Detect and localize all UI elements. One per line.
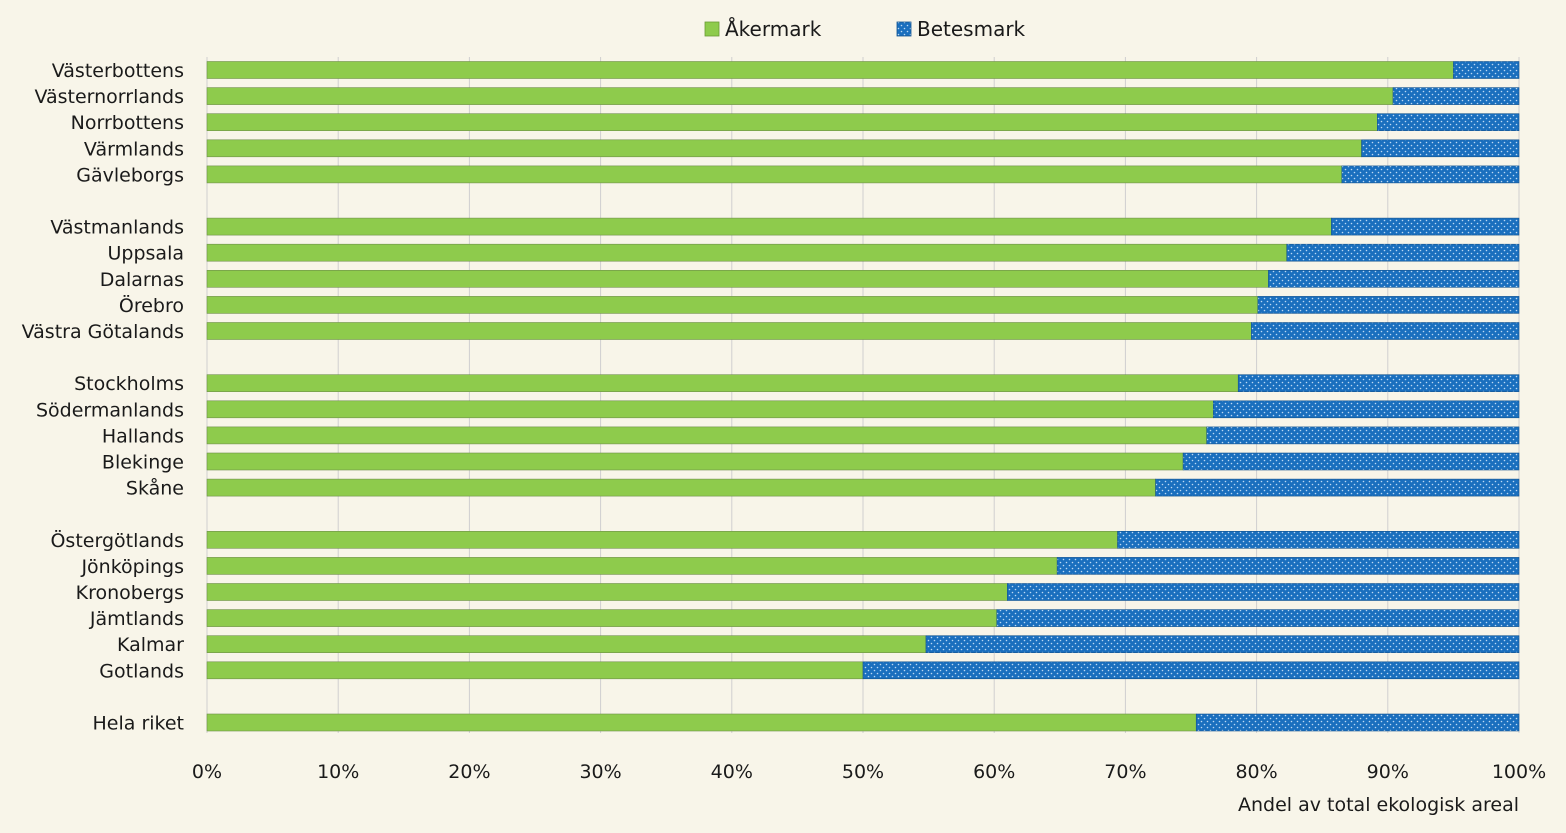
bar-akermark	[206, 400, 1214, 419]
category-labels: Västerbottens Västernorrlands Norrbottens V…	[22, 60, 185, 735]
category-label: Dalarnas	[100, 269, 184, 291]
bar-betesmark	[1155, 478, 1520, 497]
category-label: Jämtlands	[89, 608, 184, 630]
category-label: Gotlands	[99, 660, 184, 682]
bar-akermark	[206, 426, 1208, 445]
bar-betesmark	[1182, 452, 1520, 471]
bar-betesmark	[1392, 87, 1520, 105]
bar-betesmark	[1257, 296, 1520, 314]
bar-akermark	[206, 635, 927, 654]
bar-akermark	[206, 661, 864, 680]
category-label: Kalmar	[117, 634, 184, 656]
legend-swatch-akermark	[704, 21, 720, 37]
bar-akermark	[206, 61, 1454, 79]
category-label: Uppsala	[108, 243, 185, 265]
category-label: Hallands	[102, 425, 184, 447]
legend: Åkermark Betesmark	[704, 17, 1026, 41]
category-label: Södermanlands	[36, 399, 184, 421]
x-tick-label: 40%	[711, 761, 753, 783]
x-tick-label: 50%	[842, 761, 884, 783]
category-label: Värmlands	[84, 138, 184, 160]
x-tick-label: 20%	[448, 761, 490, 783]
gridlines	[206, 57, 1520, 733]
x-tick-label: 70%	[1104, 761, 1146, 783]
bars	[206, 61, 1520, 732]
bar-akermark	[206, 296, 1259, 314]
x-tick-label: 30%	[579, 761, 621, 783]
bar-akermark	[206, 713, 1197, 732]
bar-betesmark	[1056, 557, 1520, 575]
bar-akermark	[206, 530, 1118, 549]
bar-akermark	[206, 139, 1362, 158]
bar-akermark	[206, 478, 1156, 497]
bar-betesmark	[1341, 165, 1520, 184]
bar-betesmark	[1117, 530, 1520, 549]
category-label: Jönköpings	[80, 556, 184, 578]
category-label: Västernorrlands	[34, 86, 184, 108]
category-label: Västmanlands	[50, 217, 184, 239]
bar-betesmark	[1453, 61, 1520, 79]
bar-akermark	[206, 113, 1378, 131]
category-label: Skåne	[126, 477, 184, 500]
category-label: Östergötlands	[50, 529, 184, 552]
bar-betesmark	[1195, 713, 1520, 732]
bar-akermark	[206, 269, 1269, 288]
x-tick-label: 100%	[1492, 761, 1546, 783]
bar-betesmark	[996, 609, 1520, 627]
x-tick-label: 90%	[1367, 761, 1409, 783]
bar-akermark	[206, 583, 1008, 601]
x-tick-label: 60%	[973, 761, 1015, 783]
legend-label-betesmark: Betesmark	[917, 17, 1026, 41]
bar-betesmark	[1237, 374, 1520, 393]
category-label: Örebro	[119, 294, 184, 317]
bar-akermark	[206, 87, 1394, 105]
category-label: Gävleborgs	[76, 164, 184, 186]
bar-akermark	[206, 243, 1288, 262]
bar-betesmark	[1268, 269, 1520, 288]
category-label: Hela riket	[93, 713, 185, 735]
bar-betesmark	[1286, 243, 1520, 262]
legend-swatch-betesmark	[896, 21, 912, 37]
category-label: Kronobergs	[76, 582, 184, 604]
bar-akermark	[206, 557, 1058, 575]
category-label: Stockholms	[74, 373, 184, 395]
bar-betesmark	[1007, 583, 1520, 601]
bar-akermark	[206, 165, 1343, 184]
x-tick-label: 80%	[1235, 761, 1277, 783]
x-tick-labels: 0% 10% 20% 30% 40% 50% 60% 70% 80% 90% 100%	[192, 761, 1546, 783]
bar-betesmark	[1251, 322, 1520, 340]
bar-betesmark	[1213, 400, 1520, 419]
bar-betesmark	[1377, 113, 1520, 131]
bar-betesmark	[925, 635, 1520, 654]
bar-akermark	[206, 374, 1239, 393]
x-axis-title: Andel av total ekologisk areal	[1238, 794, 1519, 816]
bar-betesmark	[1206, 426, 1520, 445]
legend-label-akermark: Åkermark	[725, 17, 822, 41]
bar-akermark	[206, 217, 1332, 236]
category-label: Norrbottens	[71, 112, 184, 134]
bar-akermark	[206, 609, 998, 627]
category-label: Västra Götalands	[22, 321, 184, 343]
bar-akermark	[206, 322, 1252, 340]
bar-betesmark	[1361, 139, 1520, 158]
bar-betesmark	[862, 661, 1520, 680]
bar-akermark	[206, 452, 1184, 471]
category-label: Blekinge	[102, 452, 184, 474]
bar-betesmark	[1331, 217, 1520, 236]
x-tick-label: 0%	[192, 761, 222, 783]
x-tick-label: 10%	[317, 761, 359, 783]
category-label: Västerbottens	[52, 60, 184, 82]
